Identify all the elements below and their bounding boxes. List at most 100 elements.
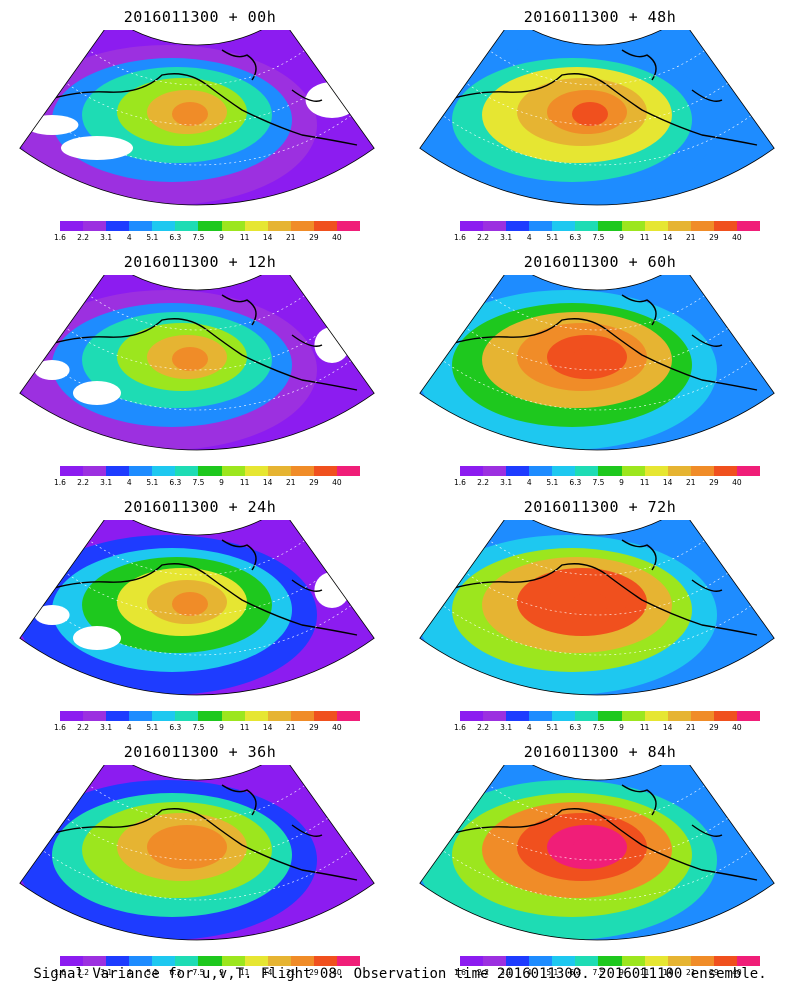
colorbar-label: 4: [526, 723, 532, 732]
map-panel: 2016011300 + 36h 1.6 2.2 3.1 4 5.1 6.3 7.5 9 11 14…: [0, 735, 400, 980]
colorbar-label: 3.1: [500, 478, 513, 487]
forecast-map: [419, 275, 775, 451]
forecast-map: [419, 30, 775, 206]
colorbar-label: 14: [662, 478, 673, 487]
colorbar-label: 9: [219, 478, 224, 487]
colorbar-segment: [336, 221, 361, 231]
latitude-gridline: [489, 540, 705, 576]
variance-contour: [172, 102, 208, 126]
colorbar-segment: [460, 466, 484, 476]
colorbar-segment: [83, 711, 107, 721]
colorbar-segment: [460, 711, 484, 721]
missing-data-area: [305, 82, 359, 118]
colorbar-label: 21: [685, 233, 696, 242]
map-panel: 2016011300 + 24h 1.6 2.2 3.1 4 5.1 6.3 7.5 9 11 14…: [0, 490, 400, 735]
map-boundary: [19, 275, 375, 451]
colorbar-label: 29: [709, 968, 719, 977]
colorbar-segment: [152, 711, 176, 721]
colorbar-segment: [336, 711, 361, 721]
colorbar-segment: [736, 956, 761, 966]
colorbar-segment: [336, 466, 361, 476]
colorbar-labels: 1.6 2.2 3.1 4 5.1 6.3 7.5 9 11 14 21 29 40: [54, 968, 360, 978]
colorbar-label: 11: [239, 233, 250, 242]
colorbar-segment: [598, 221, 622, 231]
colorbar-label: 2.2: [477, 968, 490, 977]
colorbar-segment: [736, 711, 761, 721]
colorbar-label: 1.6: [454, 233, 466, 242]
colorbar-label: 11: [639, 723, 650, 732]
colorbar-label: 21: [285, 968, 296, 977]
colorbar-label: 21: [685, 723, 696, 732]
colorbar-label: 7.5: [592, 478, 605, 487]
colorbar-segment: [713, 466, 737, 476]
panel-title: 2016011300 + 12h: [123, 253, 277, 271]
colorbar-label: 2.2: [77, 968, 90, 977]
missing-data-area: [314, 572, 350, 608]
colorbar-segment: [267, 221, 291, 231]
colorbar-label: 2.2: [477, 723, 490, 732]
latitude-gridline: [466, 572, 728, 616]
panel-title: 2016011300 + 00h: [123, 8, 277, 26]
colorbar-segment: [313, 466, 337, 476]
latitude-gridline: [466, 327, 728, 371]
colorbar-segment: [667, 956, 691, 966]
colorbar-label: 21: [285, 723, 296, 732]
map-panel: 2016011300 + 12h 1.6 2.2 3.1 4 5.1 6.3 7.5 9 11 14…: [0, 245, 400, 490]
colorbar-segment: [598, 711, 622, 721]
colorbar-label: 6.3: [169, 478, 182, 487]
colorbar-label: 9: [219, 968, 224, 977]
colorbar-label: 7.5: [592, 968, 605, 977]
variance-contour: [572, 837, 608, 861]
colorbar-segment: [175, 466, 199, 476]
colorbar-segment: [575, 711, 599, 721]
colorbar-label: 3.1: [500, 233, 513, 242]
colorbar-segment: [506, 466, 530, 476]
colorbar-segment: [175, 221, 199, 231]
colorbar-labels: 1.6 2.2 3.1 4 5.1 6.3 7.5 9 11 14 21 29 40: [54, 723, 360, 733]
colorbar-label: 2.2: [77, 723, 90, 732]
colorbar-label: 5.1: [146, 723, 159, 732]
colorbar-label: 5.1: [546, 968, 559, 977]
latitude-gridline: [89, 295, 305, 331]
latitude-gridline: [442, 850, 752, 901]
colorbar-segment: [221, 466, 245, 476]
colorbar-segment: [175, 711, 199, 721]
colorbar-label: 14: [262, 968, 273, 977]
colorbar-segment: [506, 221, 530, 231]
colorbar-label: 3.1: [100, 478, 113, 487]
colorbar-segment: [106, 956, 130, 966]
colorbar-segment: [198, 466, 222, 476]
latitude-gridline: [442, 605, 752, 656]
colorbar-segment: [290, 956, 314, 966]
colorbar-label: 3.1: [500, 723, 513, 732]
colorbar-segment: [736, 466, 761, 476]
colorbar-label: 11: [639, 968, 650, 977]
colorbar-segment: [267, 956, 291, 966]
colorbar-label: 7.5: [592, 233, 605, 242]
colorbar-label: 11: [639, 478, 650, 487]
colorbar-segment: [713, 956, 737, 966]
colorbar-segment: [221, 956, 245, 966]
colorbar-segment: [129, 711, 153, 721]
map-boundary: [19, 30, 375, 206]
colorbar-segment: [106, 466, 130, 476]
colorbar-segment: [713, 711, 737, 721]
colorbar-segment: [129, 466, 153, 476]
forecast-map: [419, 520, 775, 696]
latitude-gridline: [489, 295, 705, 331]
map-boundary: [19, 765, 375, 941]
latitude-gridline: [42, 605, 352, 656]
colorbar-label: 29: [709, 478, 719, 487]
panel-title: 2016011300 + 84h: [523, 743, 677, 761]
colorbar-segment: [244, 466, 268, 476]
map-boundary: [419, 30, 775, 206]
colorbar-segment: [290, 221, 314, 231]
colorbar-label: 3.1: [100, 723, 113, 732]
colorbar-segment: [483, 221, 507, 231]
colorbar-labels: 1.6 2.2 3.1 4 5.1 6.3 7.5 9 11 14 21 29 40: [54, 233, 360, 243]
colorbar-label: 40: [732, 478, 742, 487]
colorbar-segment: [552, 221, 576, 231]
colorbar-segment: [598, 956, 622, 966]
colorbar-segment: [575, 221, 599, 231]
colorbar-label: 4: [126, 478, 132, 487]
